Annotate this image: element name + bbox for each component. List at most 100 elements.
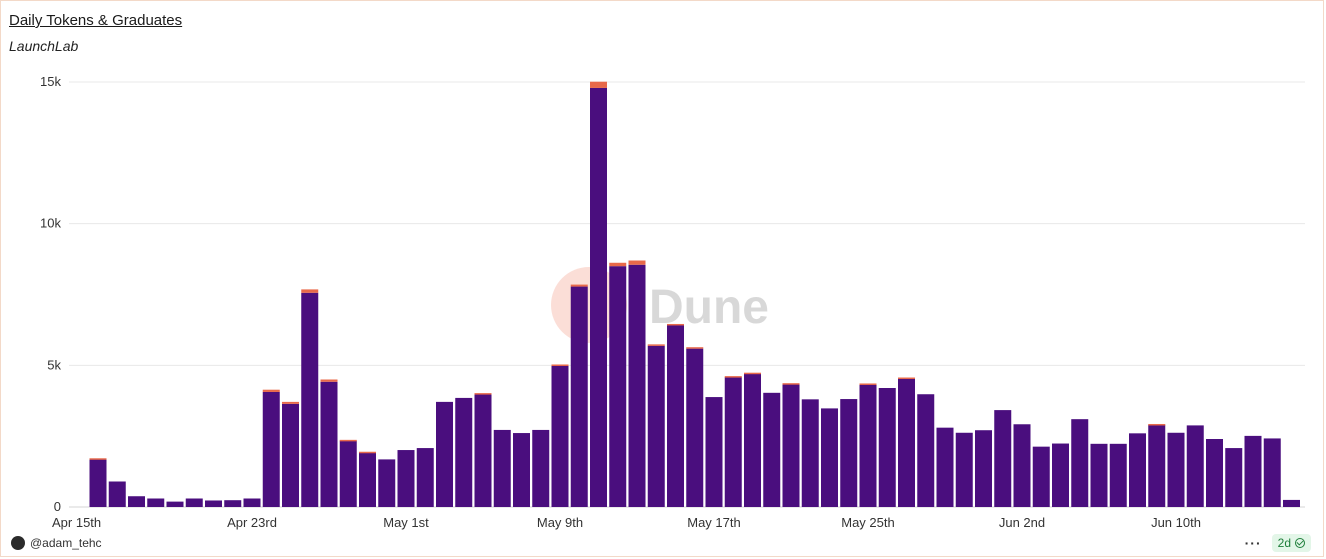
bar-tokens[interactable]: [724, 377, 742, 507]
bar-tokens[interactable]: [513, 433, 530, 507]
bar-tokens[interactable]: [147, 498, 165, 508]
watermark-logo-icon: [551, 267, 627, 343]
y-axis: 0 5k 10k 15k: [40, 74, 61, 514]
bar-tokens[interactable]: [647, 345, 665, 507]
bar-tokens[interactable]: [628, 264, 646, 507]
bars: [89, 81, 1300, 508]
bar-tokens[interactable]: [955, 432, 973, 507]
more-options-button[interactable]: ···: [1244, 535, 1262, 551]
bar-tokens[interactable]: [705, 397, 723, 507]
bar-tokens[interactable]: [840, 399, 858, 507]
bar-tokens[interactable]: [282, 403, 299, 507]
bar-graduates[interactable]: [859, 383, 877, 385]
bar-tokens[interactable]: [878, 388, 896, 507]
bar-graduates[interactable]: [282, 401, 299, 404]
bar-tokens[interactable]: [917, 394, 935, 507]
bar-tokens[interactable]: [1283, 499, 1300, 507]
bar-graduates[interactable]: [898, 377, 915, 380]
y-tick-label: 5k: [47, 357, 61, 372]
bar-tokens[interactable]: [301, 292, 319, 507]
x-tick-label: May 1st: [383, 515, 429, 530]
x-tick-label: Jun 10th: [1151, 515, 1201, 530]
bar-tokens[interactable]: [1109, 443, 1127, 507]
bar-tokens[interactable]: [782, 384, 800, 507]
bar-tokens[interactable]: [570, 286, 588, 507]
bar-tokens[interactable]: [243, 498, 261, 508]
bar-tokens[interactable]: [474, 393, 492, 507]
bar-tokens[interactable]: [397, 450, 415, 507]
avatar: [11, 536, 25, 550]
chart-title[interactable]: Daily Tokens & Graduates: [9, 12, 183, 29]
bar-graduates[interactable]: [782, 383, 800, 385]
bar-tokens[interactable]: [936, 427, 954, 507]
bar-tokens[interactable]: [859, 384, 877, 507]
bar-tokens[interactable]: [416, 448, 434, 507]
bar-tokens[interactable]: [532, 429, 550, 507]
x-tick-label: Apr 15th: [52, 515, 101, 530]
bar-tokens[interactable]: [89, 459, 107, 507]
bar-tokens[interactable]: [763, 392, 781, 507]
bar-tokens[interactable]: [359, 452, 376, 507]
bar-tokens[interactable]: [1052, 443, 1069, 507]
bar-graduates[interactable]: [724, 376, 742, 378]
bar-tokens[interactable]: [667, 324, 684, 507]
bar-tokens[interactable]: [205, 500, 222, 507]
bar-tokens[interactable]: [1013, 424, 1031, 507]
y-tick-label: 15k: [40, 74, 61, 89]
bar-tokens[interactable]: [128, 496, 145, 507]
bar-tokens[interactable]: [1244, 435, 1262, 507]
bar-graduates[interactable]: [301, 289, 319, 293]
bar-tokens[interactable]: [609, 266, 627, 507]
bar-tokens[interactable]: [801, 399, 819, 507]
author-link[interactable]: @adam_tehc: [11, 536, 102, 550]
bar-graduates[interactable]: [628, 260, 646, 265]
bar-tokens[interactable]: [898, 378, 915, 507]
bar-tokens[interactable]: [1071, 419, 1089, 507]
bar-tokens[interactable]: [1148, 424, 1166, 507]
bar-graduates[interactable]: [686, 347, 704, 349]
bar-graduates[interactable]: [320, 379, 338, 382]
bar-graduates[interactable]: [89, 458, 107, 460]
bar-graduates[interactable]: [609, 262, 627, 267]
bar-tokens[interactable]: [744, 373, 761, 507]
bar-tokens[interactable]: [821, 408, 838, 507]
bar-tokens[interactable]: [551, 365, 569, 507]
bar-tokens[interactable]: [994, 410, 1012, 507]
bar-tokens[interactable]: [320, 381, 338, 507]
age-badge: 2d: [1271, 534, 1311, 552]
bar-graduates[interactable]: [339, 439, 357, 442]
bar-tokens[interactable]: [1263, 438, 1281, 507]
bar-graduates[interactable]: [647, 344, 665, 346]
bar-graduates[interactable]: [667, 323, 684, 326]
bar-tokens[interactable]: [493, 429, 511, 507]
bar-tokens[interactable]: [378, 459, 396, 507]
bar-tokens[interactable]: [590, 87, 607, 507]
bar-tokens[interactable]: [1090, 443, 1108, 507]
bar-tokens[interactable]: [1129, 433, 1146, 507]
bar-tokens[interactable]: [1167, 432, 1185, 507]
bar-tokens[interactable]: [1186, 425, 1204, 507]
bar-graduates[interactable]: [744, 372, 761, 375]
bar-graduates[interactable]: [359, 451, 376, 454]
author-name: @adam_tehc: [30, 536, 102, 550]
bar-tokens[interactable]: [185, 498, 203, 508]
bar-graduates[interactable]: [1148, 423, 1166, 426]
bar-tokens[interactable]: [1032, 446, 1050, 507]
bar-tokens[interactable]: [1225, 448, 1243, 507]
bar-tokens[interactable]: [224, 500, 242, 507]
bar-tokens[interactable]: [166, 501, 184, 507]
x-tick-label: Jun 2nd: [999, 515, 1045, 530]
bar-tokens[interactable]: [339, 440, 357, 507]
bar-tokens[interactable]: [455, 397, 473, 507]
bar-tokens[interactable]: [686, 348, 704, 507]
bar-graduates[interactable]: [570, 284, 588, 287]
bar-tokens[interactable]: [262, 391, 280, 507]
bar-graduates[interactable]: [262, 389, 280, 392]
bar-tokens[interactable]: [108, 481, 126, 508]
bar-tokens[interactable]: [975, 430, 992, 507]
bar-graduates[interactable]: [474, 393, 492, 395]
bar-tokens[interactable]: [1206, 439, 1223, 507]
bar-tokens[interactable]: [436, 401, 453, 507]
bar-graduates[interactable]: [590, 81, 607, 88]
bar-graduates[interactable]: [551, 364, 569, 366]
